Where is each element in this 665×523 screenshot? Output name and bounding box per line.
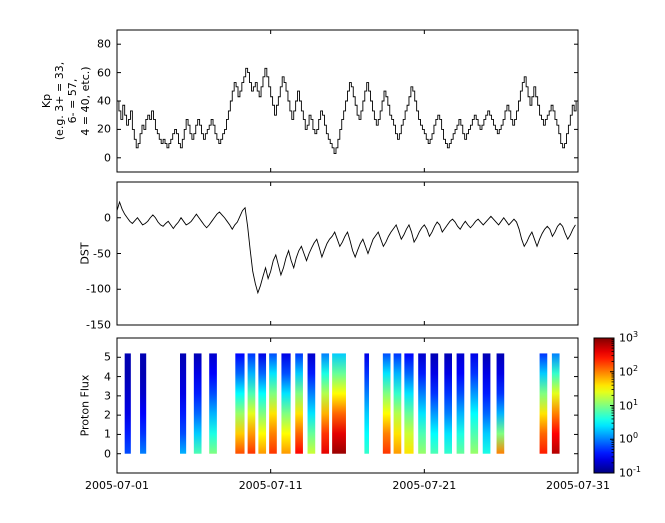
kp-series-line: [117, 67, 578, 154]
kp-axis-label-line: (e.g. 3+ = 33,: [53, 61, 66, 141]
proton-flux-column: [209, 353, 217, 454]
proton-flux-column: [281, 353, 291, 454]
proton-flux-column: [307, 353, 316, 454]
proton-flux-column: [193, 353, 202, 454]
y-tick-label: 60: [97, 66, 111, 80]
y-tick-label: 2: [104, 408, 111, 422]
proton-flux-axis-label: Proton Flux: [78, 374, 92, 437]
colorbar-tick-label: 100: [619, 431, 639, 446]
proton-flux-column: [444, 353, 452, 454]
kp-axis-label-line: 6- = 57,: [66, 78, 79, 124]
y-tick-label: -150: [86, 318, 111, 332]
y-tick-label: 80: [97, 37, 111, 51]
proton-flux-column: [332, 353, 346, 454]
dst-series-line: [116, 200, 576, 295]
proton-flux-column: [418, 353, 426, 454]
y-tick-label: 4: [104, 370, 111, 384]
proton-flux-column: [235, 353, 245, 454]
proton-flux-column: [382, 353, 391, 454]
proton-flux-column: [269, 353, 277, 454]
proton-flux-column: [393, 353, 402, 454]
y-tick-label: 0: [104, 211, 111, 225]
axes-frame: [116, 181, 579, 326]
axes-frame: [116, 337, 579, 474]
y-tick-label: 5: [104, 350, 111, 364]
proton-flux-column: [496, 353, 505, 454]
y-tick-label: -50: [93, 247, 111, 260]
colorbar-tick-label: 102: [619, 363, 639, 379]
y-tick-label: 3: [104, 389, 111, 403]
colorbar-gradient: [594, 338, 614, 473]
proton-flux-column: [364, 353, 370, 454]
proton-flux-column: [321, 353, 330, 454]
colorbar-tick-label: 101: [619, 397, 639, 413]
date-tick-label: 2005-07-21: [392, 479, 457, 492]
proton-flux-column: [430, 353, 439, 454]
y-tick-label: 40: [97, 94, 111, 108]
proton-flux-column: [482, 353, 491, 454]
proton-flux-column: [295, 353, 303, 454]
y-tick-label: 1: [104, 427, 111, 441]
date-tick-label: 2005-07-01: [85, 479, 149, 492]
y-tick-label: -100: [86, 282, 111, 296]
proton-flux-column: [140, 353, 147, 454]
y-tick-label: 0: [104, 151, 111, 165]
y-tick-label: 20: [97, 122, 111, 136]
date-tick-label: 2005-07-11: [238, 479, 303, 492]
kp-axis-label: Kp (e.g. 3+ = 33, 6- = 57, 4 = 40, etc.): [40, 25, 92, 177]
proton-flux-column: [124, 353, 131, 454]
proton-flux-column: [258, 353, 267, 454]
date-tick-label: 2005-07-31: [546, 479, 610, 492]
proton-flux-column: [247, 353, 256, 454]
proton-flux-column: [470, 353, 479, 454]
proton-flux-column: [456, 353, 465, 454]
colorbar-tick-label: 103: [619, 329, 639, 345]
proton-flux-column: [551, 353, 560, 454]
proton-flux-column: [404, 353, 414, 454]
proton-flux-column: [180, 353, 187, 454]
proton-flux-column: [539, 353, 548, 454]
y-tick-label: 0: [104, 447, 111, 461]
kp-axis-label-line: 4 = 40, etc.): [79, 66, 92, 136]
kp-axis-label-line: Kp: [40, 93, 53, 109]
colorbar-tick-label: 10-1: [619, 464, 641, 480]
